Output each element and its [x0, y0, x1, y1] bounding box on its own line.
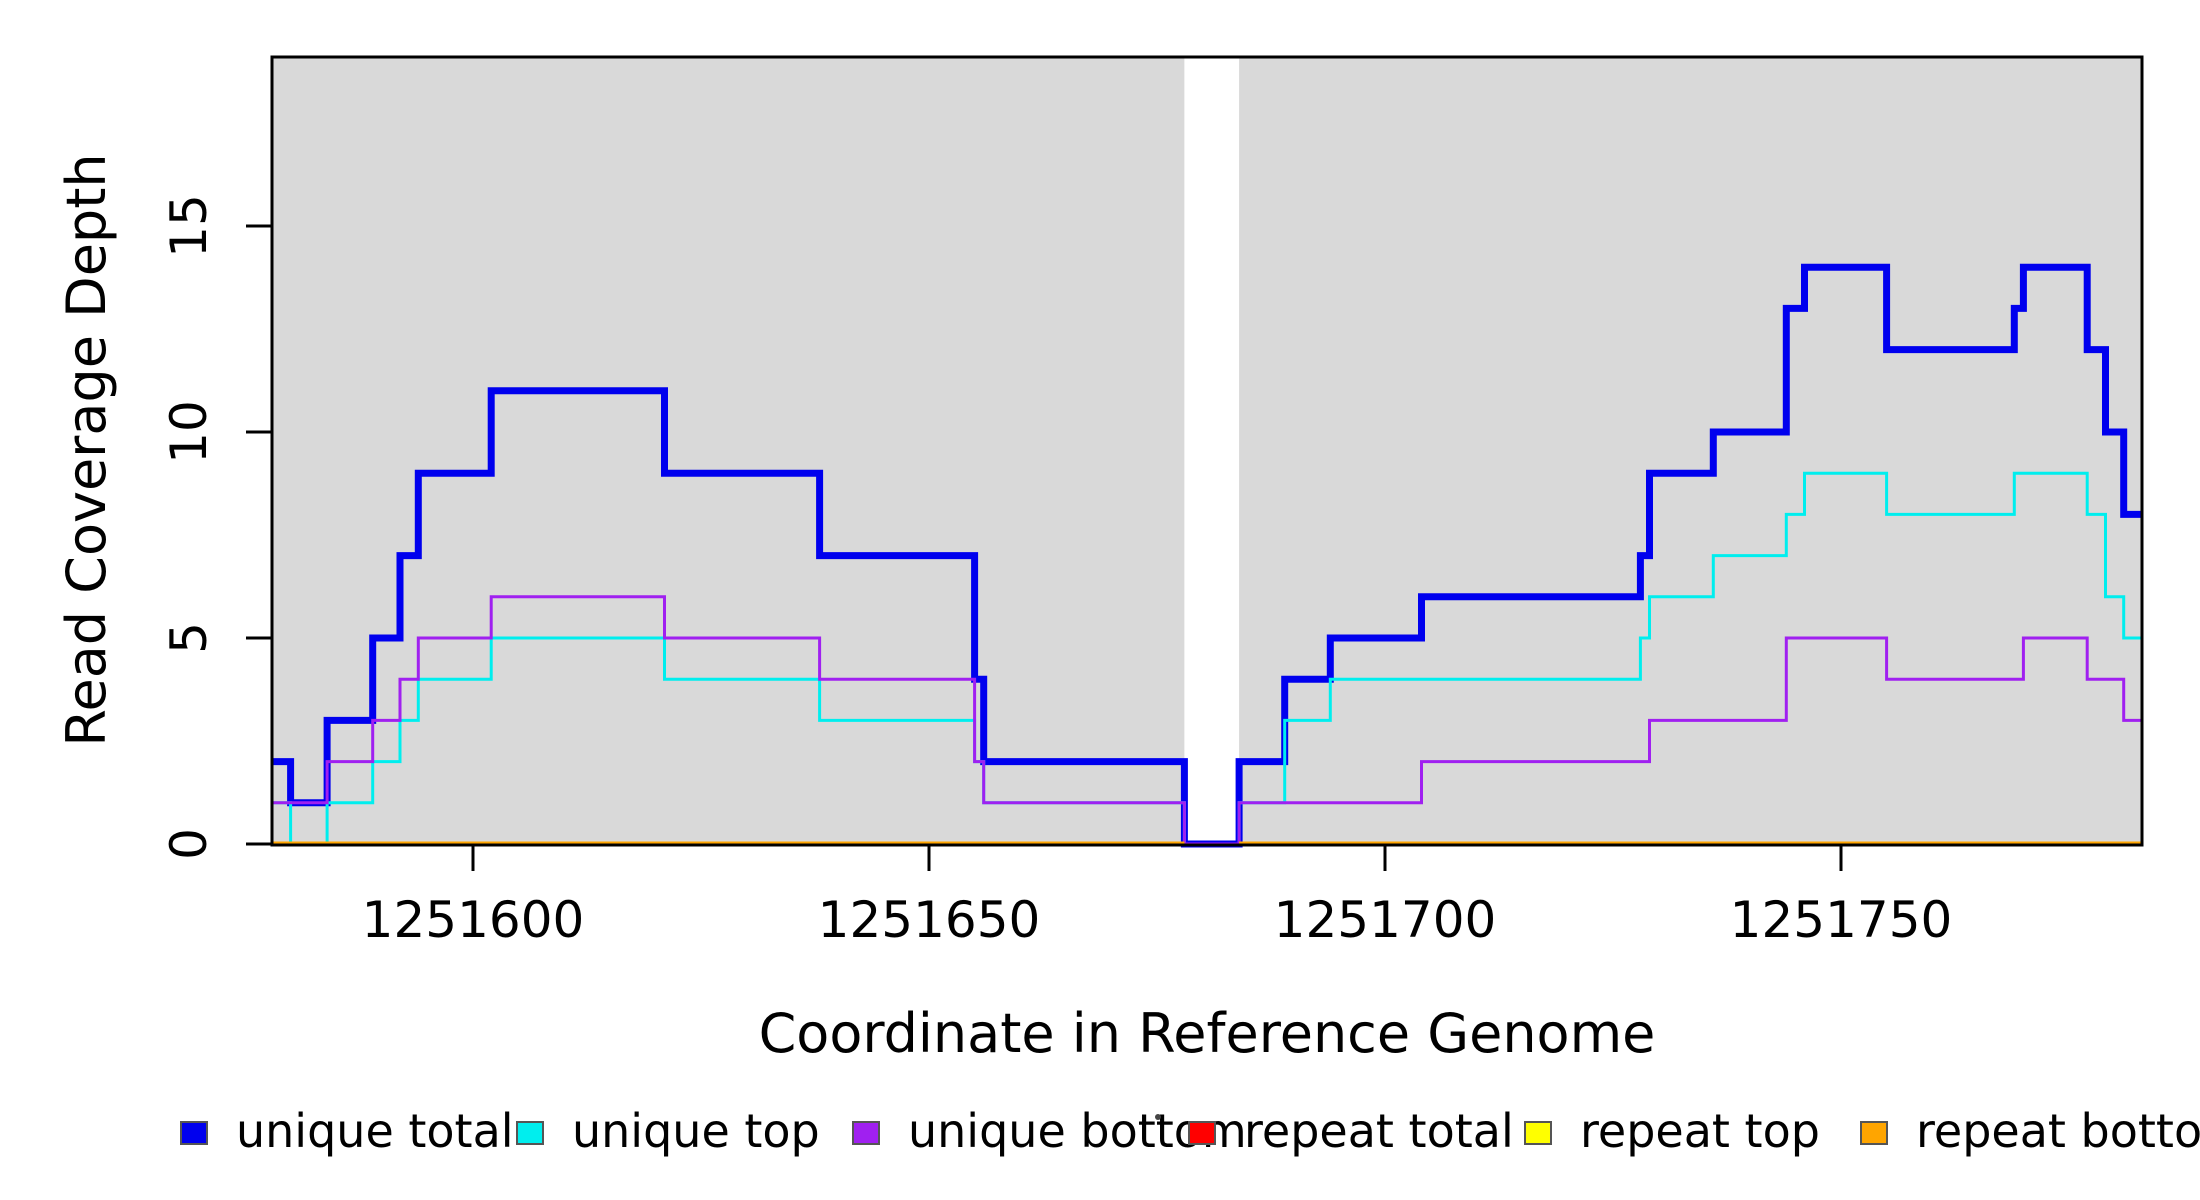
legend-item-repeat-total: repeat total — [1188, 1104, 1514, 1158]
y-tick-label: 10 — [160, 400, 218, 464]
legend-swatch — [180, 1121, 208, 1145]
x-tick-label: 1251750 — [1730, 891, 1953, 949]
plot-border-box — [270, 55, 2144, 847]
x-tick-label: 1251700 — [1274, 891, 1497, 949]
legend-swatch — [1524, 1121, 1552, 1145]
legend-label: repeat total — [1244, 1104, 1514, 1158]
legend-item-unique-total: unique total — [180, 1104, 514, 1158]
legend-swatch — [1860, 1121, 1888, 1145]
legend-item-unique-bottom: unique bottom — [852, 1104, 1247, 1158]
legend-label: repeat bottom — [1916, 1104, 2200, 1158]
y-tick-label: 5 — [160, 622, 218, 654]
legend-swatch — [852, 1121, 880, 1145]
series-line-unique-total — [272, 263, 2142, 848]
y-axis-title: Read Coverage Depth — [55, 153, 118, 746]
legend-swatch — [516, 1121, 544, 1145]
x-tick-label: 1251650 — [818, 891, 1041, 949]
legend-item-repeat-bottom: repeat bottom — [1860, 1104, 2200, 1158]
legend-swatch — [1188, 1121, 1216, 1145]
x-axis-title: Coordinate in Reference Genome — [759, 1002, 1656, 1065]
legend-label: unique top — [572, 1104, 820, 1158]
y-tick-label: 0 — [160, 828, 218, 860]
plot-panel — [272, 57, 2142, 845]
series-line-unique-bottom — [272, 595, 2142, 846]
stray-dot — [1155, 1114, 1161, 1120]
axes: 1251600 1251650 1251700 1251750 0 5 10 15 — [160, 55, 2144, 949]
legend-item-repeat-top: repeat top — [1524, 1104, 1820, 1158]
legend-item-unique-top: unique top — [516, 1104, 820, 1158]
x-tick-label: 1251600 — [362, 891, 585, 949]
legend-label: repeat top — [1580, 1104, 1820, 1158]
legend-label: unique total — [236, 1104, 514, 1158]
y-tick-label: 15 — [160, 194, 218, 258]
coverage-gap-band — [1184, 58, 1240, 844]
legend: unique total unique top unique bottomrepea… — [180, 1104, 2200, 1158]
